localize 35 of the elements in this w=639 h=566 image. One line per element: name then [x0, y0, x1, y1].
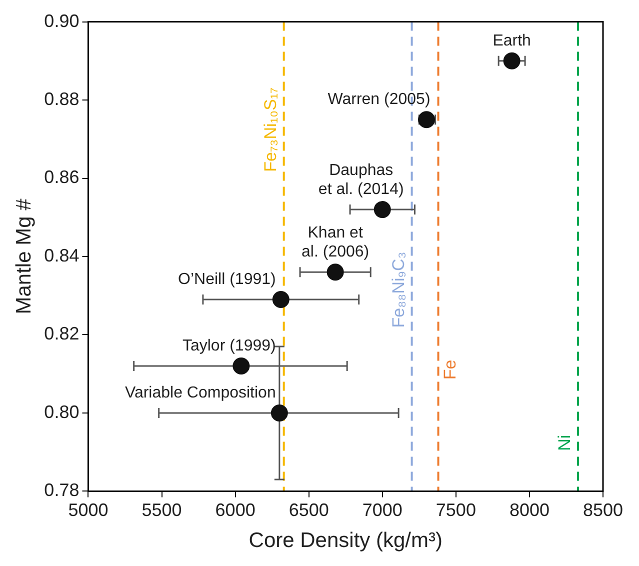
- ref-line-label: Fe: [440, 360, 460, 380]
- x-tick-label: 7000: [362, 500, 402, 520]
- ref-line-label: Fe₈₈Ni₉C₃: [388, 252, 408, 328]
- annotation: O’Neill (1991): [178, 270, 276, 288]
- annotation: Taylor (1999): [182, 337, 276, 354]
- y-tick-label: 0.84: [44, 245, 80, 266]
- x-tick-label: 8000: [509, 500, 550, 520]
- y-axis-title: Mantle Mg #: [12, 198, 36, 314]
- y-tick-label: 0.78: [44, 480, 80, 500]
- x-tick-label: 5500: [142, 500, 182, 520]
- y-tick-label: 0.80: [44, 402, 80, 422]
- point: [232, 358, 250, 375]
- x-tick-label: 5000: [68, 500, 108, 520]
- point: [270, 404, 288, 422]
- x-tick-label: 6500: [288, 500, 329, 520]
- annotation: Variable Composition: [124, 384, 276, 402]
- point: [326, 264, 344, 281]
- annotation: Earth: [492, 32, 531, 50]
- annotation: Dauphas et al. (2014): [318, 162, 404, 198]
- point: [374, 201, 391, 218]
- x-axis-title: Core Density (kg/m³): [248, 529, 442, 552]
- x-tick-label: 6000: [215, 500, 256, 520]
- y-tick-label: 0.86: [44, 167, 80, 188]
- ref-line-label: Fe₇₃Ni₁₀S₁₇: [261, 87, 280, 172]
- annotation: Warren (2005): [328, 91, 430, 108]
- y-tick-label: 0.82: [44, 324, 80, 344]
- point: [418, 111, 436, 128]
- x-tick-label: 8500: [582, 500, 624, 520]
- point: [272, 291, 290, 308]
- annotation: Khan et al. (2006): [302, 224, 370, 261]
- ref-line-label: Ni: [555, 434, 574, 451]
- point: [503, 52, 520, 70]
- y-tick-label: 0.90: [44, 10, 80, 31]
- x-tick-label: 7500: [436, 500, 476, 520]
- y-tick-label: 0.88: [44, 89, 80, 109]
